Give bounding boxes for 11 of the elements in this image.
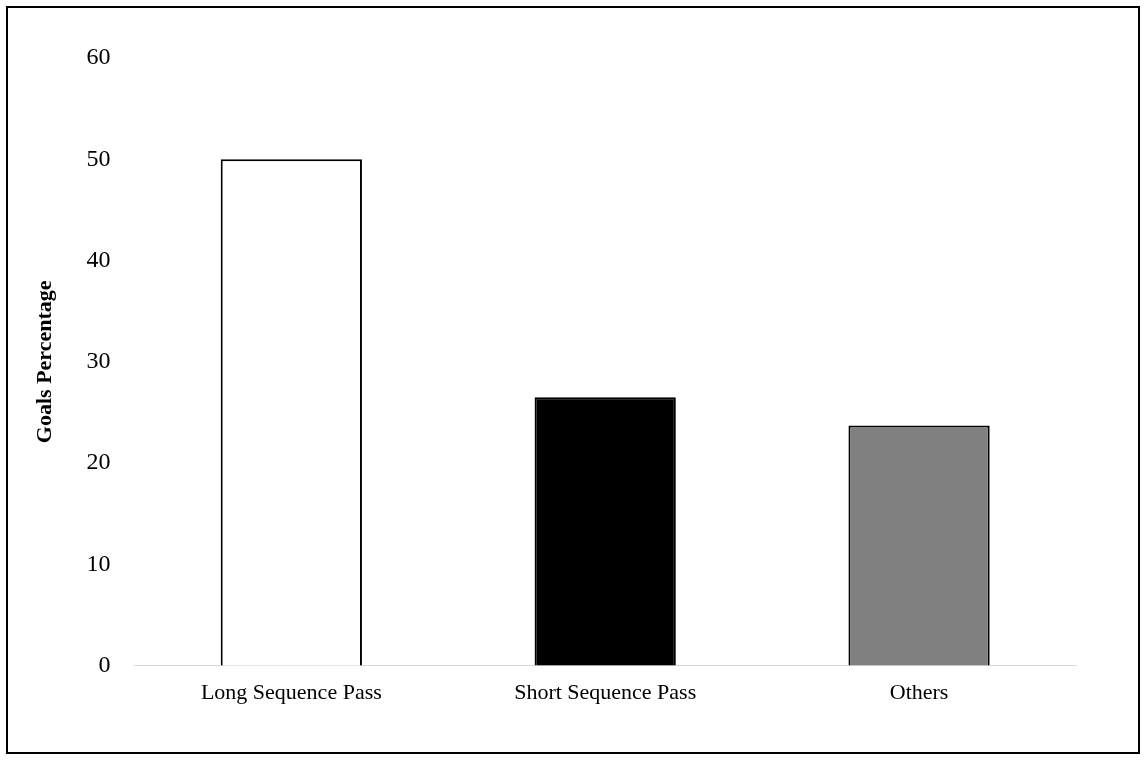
y-tick-label: 40: [86, 245, 111, 272]
x-tick-label: Short Sequence Pass: [514, 678, 697, 704]
x-tick-label: Others: [889, 678, 949, 704]
y-tick-label: 60: [86, 43, 111, 70]
y-tick-label: 20: [86, 448, 111, 475]
y-axis-title: Goals Percentage: [30, 280, 56, 444]
y-tick-label: 30: [86, 347, 111, 374]
y-tick-label: 50: [86, 144, 111, 171]
y-tick-label: 10: [86, 549, 111, 576]
x-tick-label: Long Sequence Pass: [200, 678, 382, 704]
y-tick-label: 0: [98, 650, 111, 677]
